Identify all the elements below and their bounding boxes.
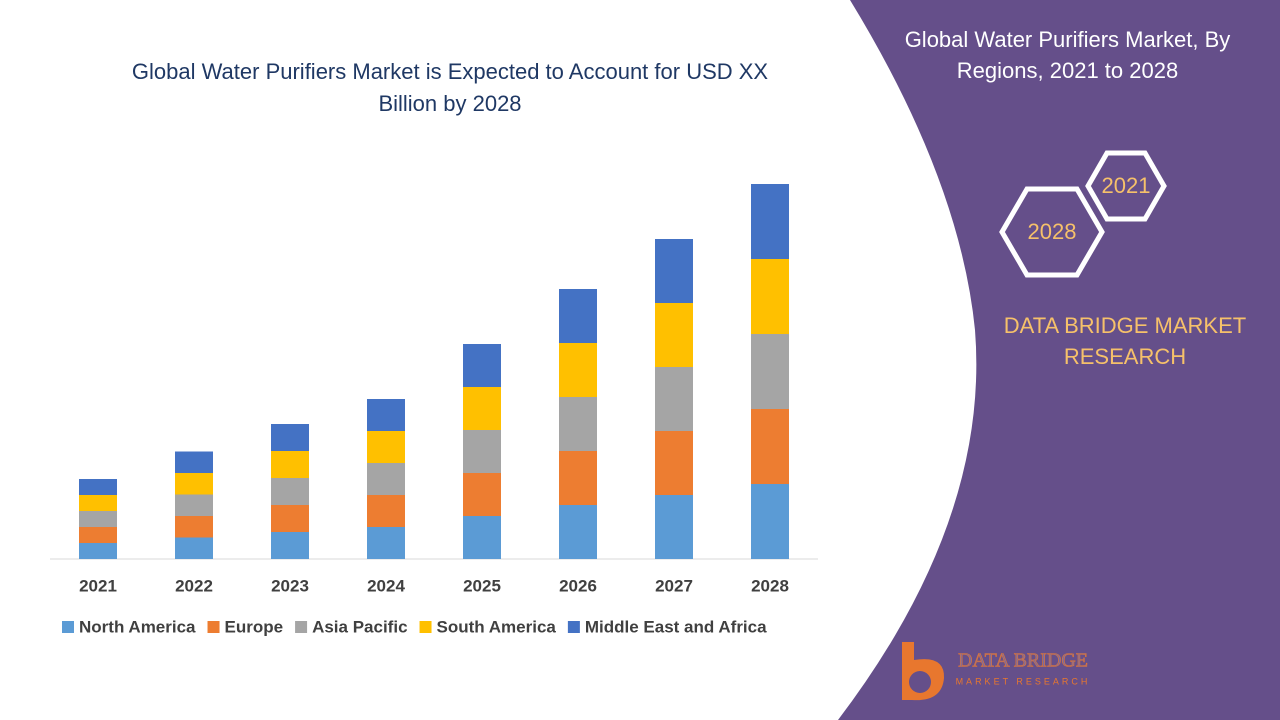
bar-segment bbox=[559, 289, 597, 343]
bar-segment bbox=[751, 184, 789, 259]
bar-segment bbox=[79, 495, 117, 511]
legend-label: South America bbox=[437, 617, 557, 636]
legend-label: Europe bbox=[225, 617, 284, 636]
bar-segment bbox=[271, 532, 309, 559]
bar-segment bbox=[79, 527, 117, 543]
hex-year: 2028 bbox=[1028, 219, 1077, 244]
logo-mark bbox=[909, 671, 931, 693]
bar-segment bbox=[751, 259, 789, 334]
bar-segment bbox=[655, 303, 693, 367]
bar-segment bbox=[367, 527, 405, 559]
bar-segment bbox=[751, 484, 789, 559]
legend-swatch bbox=[62, 621, 74, 633]
bar-segment bbox=[175, 473, 213, 495]
bar-segment bbox=[559, 505, 597, 559]
x-tick-label: 2024 bbox=[367, 576, 405, 595]
x-tick-label: 2021 bbox=[79, 576, 117, 595]
legend-swatch bbox=[295, 621, 308, 633]
logo-text: DATA BRIDGE bbox=[958, 650, 1088, 672]
x-tick-label: 2025 bbox=[463, 576, 501, 595]
legend-swatch bbox=[419, 621, 432, 633]
bar-segment bbox=[79, 479, 117, 495]
bar-segment bbox=[751, 334, 789, 409]
bar-segment bbox=[463, 387, 501, 430]
x-tick-label: 2022 bbox=[175, 576, 213, 595]
bar-segment bbox=[175, 537, 213, 559]
bar-segment bbox=[559, 343, 597, 397]
bar-segment bbox=[367, 399, 405, 431]
bar-segment bbox=[79, 543, 117, 559]
bar-segment bbox=[175, 516, 213, 538]
side-panel bbox=[838, 0, 1280, 720]
bar-segment bbox=[79, 511, 117, 527]
legend-label: Asia Pacific bbox=[312, 617, 407, 636]
x-tick-label: 2023 bbox=[271, 576, 309, 595]
bar-segment bbox=[655, 495, 693, 559]
hexagon bbox=[999, 186, 1105, 278]
panel-title: Global Water Purifiers Market, By Region… bbox=[904, 27, 1231, 83]
x-tick-label: 2027 bbox=[655, 576, 693, 595]
bar-segment bbox=[175, 451, 213, 473]
bar-segment bbox=[655, 367, 693, 431]
bar-segment bbox=[271, 424, 309, 451]
x-tick-label: 2028 bbox=[751, 576, 789, 595]
chart-title: Global Water Purifiers Market is Expecte… bbox=[131, 59, 769, 116]
bar-segment bbox=[463, 473, 501, 516]
legend-swatch bbox=[567, 621, 580, 633]
hexagon bbox=[1085, 150, 1167, 222]
bar-segment bbox=[367, 431, 405, 463]
logo-subtext: MARKET RESEARCH bbox=[956, 676, 1091, 686]
bar-segment bbox=[655, 431, 693, 495]
bar-segment bbox=[655, 239, 693, 303]
hex-year: 2021 bbox=[1102, 173, 1151, 198]
bar-segment bbox=[463, 430, 501, 473]
legend-label: North America bbox=[79, 617, 196, 636]
brand-name: DATA BRIDGE MARKET RESEARCH bbox=[1003, 313, 1247, 369]
x-tick-label: 2026 bbox=[559, 576, 597, 595]
bar-segment bbox=[271, 505, 309, 532]
bar-segment bbox=[463, 344, 501, 387]
bar-segment bbox=[271, 451, 309, 478]
bar-segment bbox=[367, 495, 405, 527]
bar-segment bbox=[559, 451, 597, 505]
bar-segment bbox=[463, 516, 501, 559]
bar-segment bbox=[271, 478, 309, 505]
bar-segment bbox=[367, 463, 405, 495]
legend-swatch bbox=[207, 621, 220, 633]
bar-segment bbox=[751, 409, 789, 484]
bar-segment bbox=[175, 494, 213, 516]
bar-segment bbox=[559, 397, 597, 451]
legend-label: Middle East and Africa bbox=[585, 617, 767, 636]
